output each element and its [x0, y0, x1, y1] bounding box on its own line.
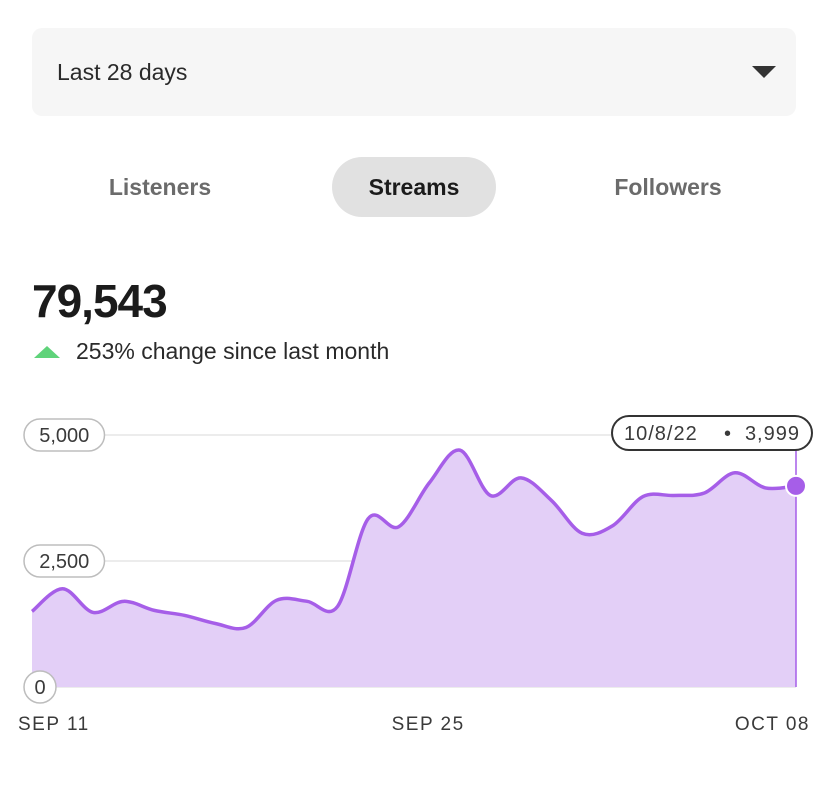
caret-down-icon: [752, 66, 776, 78]
y-tick-pill: [23, 418, 106, 452]
metric-tabs: Listeners Streams Followers: [32, 157, 796, 217]
tab-streams[interactable]: Streams: [332, 157, 496, 217]
series-line: [30, 448, 797, 631]
x-tick-label: OCT 08: [735, 714, 810, 735]
highlight-point: [785, 474, 807, 497]
change-indicator: 253% change since last month: [34, 338, 389, 365]
tooltip-separator: •: [724, 423, 731, 445]
x-tick-label: SEP 25: [392, 714, 465, 735]
streams-chart[interactable]: 0 2,500 5,000 SEP 11 SEP 25 OCT 08 10/8/22 • 3,9…: [0, 400, 828, 750]
y-tick-label: 0: [34, 677, 45, 699]
date-range-value: Last 28 days: [57, 58, 188, 85]
y-tick-pill: [23, 670, 57, 704]
y-tick-label: 2,500: [39, 551, 89, 573]
tab-followers[interactable]: Followers: [614, 174, 722, 200]
y-tick-pill: [23, 544, 106, 578]
total-streams-value: 79,543: [32, 275, 168, 327]
area-fill: [32, 449, 796, 687]
date-range-dropdown[interactable]: Last 28 days: [32, 28, 796, 116]
change-text: 253% change since last month: [76, 338, 390, 364]
x-tick-label: SEP 11: [18, 714, 90, 735]
tooltip-date: 10/8/22: [624, 423, 698, 445]
y-tick-label: 5,000: [39, 425, 89, 447]
tooltip-value: 3,999: [745, 423, 800, 445]
tab-listeners[interactable]: Listeners: [108, 174, 212, 200]
tooltip-pill: [611, 415, 813, 451]
triangle-up-icon: [34, 345, 60, 358]
